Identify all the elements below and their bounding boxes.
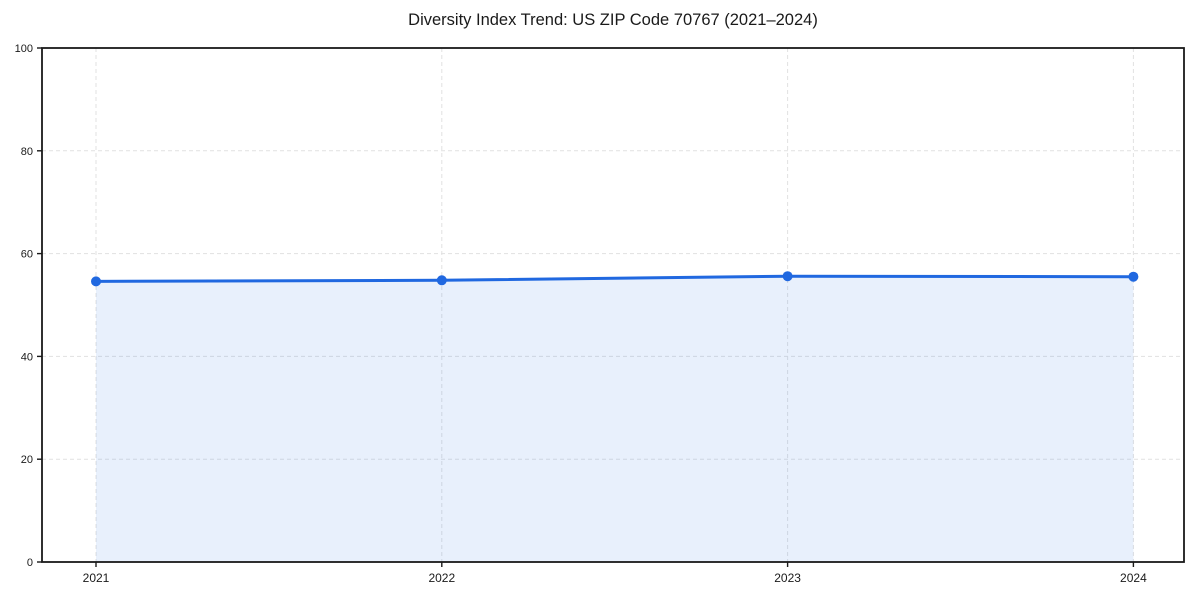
axes-spines: [41, 47, 1185, 563]
chart-title: Diversity Index Trend: US ZIP Code 70767…: [408, 11, 818, 29]
series-line: [94, 274, 1135, 283]
grid-layer: [42, 47, 1184, 563]
data-point-marker: [782, 271, 793, 282]
data-point-marker: [1128, 271, 1139, 282]
axes-layer: 0 20 40 60 80 100 2021 2022 2023 2024: [15, 43, 1185, 585]
y-tick-label: 0: [27, 557, 33, 569]
x-tick-label: 2023: [774, 571, 801, 585]
series-area-fill: [96, 276, 1134, 562]
y-tick-label: 60: [21, 249, 33, 261]
y-tick-label: 80: [21, 146, 33, 158]
x-tick-label: 2024: [1120, 571, 1147, 585]
data-point-marker: [436, 275, 447, 286]
series-layer: [91, 271, 1139, 562]
data-point-marker: [91, 276, 101, 287]
y-tick-label: 100: [15, 43, 33, 55]
y-tick-label: 20: [21, 454, 33, 466]
x-tick-label: 2022: [428, 571, 455, 585]
y-tick-label: 40: [21, 351, 33, 363]
x-tick-label: 2021: [83, 571, 110, 585]
